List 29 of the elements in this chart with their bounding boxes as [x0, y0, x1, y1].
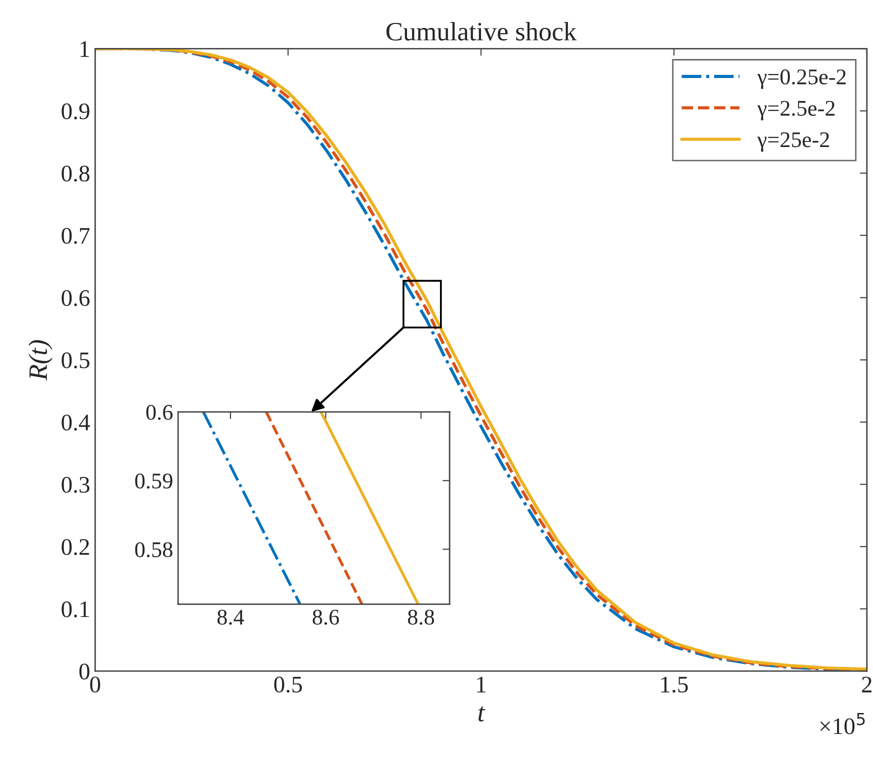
chart-title: Cumulative shock — [386, 22, 577, 41]
x-tick-label: 8.6 — [312, 610, 339, 625]
x-tick-label: 1 — [477, 676, 486, 692]
y-tick-label: 0.9 — [62, 103, 90, 120]
y-tick-label: 0.6 — [146, 404, 173, 420]
legend-label: γ=25e-2 — [757, 132, 829, 152]
y-tick-label: 0 — [79, 664, 90, 680]
y-tick-label: 0.6 — [62, 290, 90, 306]
y-tick-label: 0.58 — [135, 542, 172, 558]
x-axis-title: t — [478, 706, 486, 722]
x-tick-label: 0 — [90, 676, 100, 693]
y-axis-title: R(t) — [28, 340, 52, 381]
x-tick-label: 8.8 — [408, 610, 434, 625]
y-tick-label: 0.2 — [62, 539, 89, 556]
y-tick-label: 0.1 — [62, 601, 89, 618]
y-tick-label: 0.4 — [62, 414, 90, 431]
y-tick-label: 0.59 — [135, 474, 172, 489]
y-tick-label: 0.7 — [62, 228, 90, 244]
y-tick-label: 1 — [80, 41, 89, 57]
x-tick-label: 1.5 — [661, 676, 688, 693]
x-tick-label: 2 — [862, 676, 872, 692]
y-tick-label: 0.3 — [62, 476, 90, 493]
text: ×10$^{5}$ — [820, 712, 865, 734]
y-tick-label: 0.8 — [62, 166, 90, 182]
x-tick-label: 8.4 — [217, 610, 244, 625]
x-tick-label: 0.5 — [274, 676, 302, 693]
y-tick-label: 0.5 — [62, 352, 90, 368]
legend-label: γ=0.25e-2 — [757, 69, 846, 89]
legend-label: γ=2.5e-2 — [757, 100, 835, 120]
